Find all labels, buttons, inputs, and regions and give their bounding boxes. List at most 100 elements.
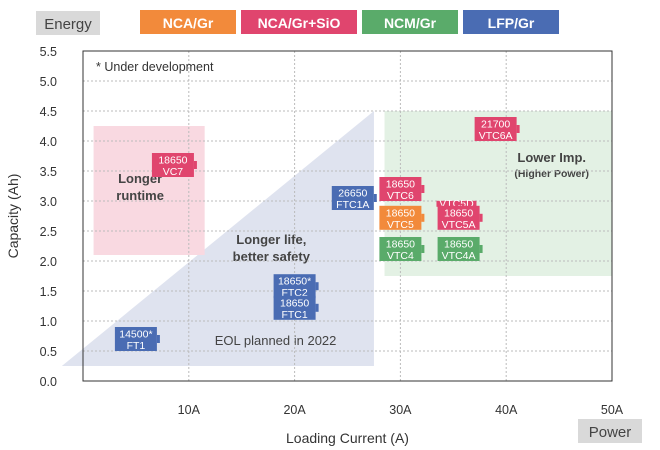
- x-tick-label: 10A: [178, 403, 201, 417]
- region-label-line-1: runtime: [116, 188, 164, 203]
- x-tick-label: 50A: [601, 403, 624, 417]
- legend: NCA/Gr NCA/Gr+SiO NCM/Gr LFP/Gr: [140, 10, 559, 34]
- cell-label: VC7: [163, 166, 184, 178]
- eol-label: EOL planned in 2022: [215, 333, 337, 348]
- cell-terminal: [373, 194, 377, 202]
- y-tick-label: 3.0: [40, 195, 57, 209]
- region-label-line-0: Longer: [118, 171, 162, 186]
- plot-frame: [82, 50, 613, 382]
- cell-body: [151, 153, 194, 177]
- cell-body: [437, 205, 480, 230]
- cell-label: VTC6: [387, 190, 414, 202]
- cell-label: 14500*: [119, 329, 152, 341]
- legend-swatch-1: [241, 10, 357, 34]
- y-tick-label: 2.0: [40, 255, 57, 269]
- region-label-line-2: Lower Imp.: [517, 150, 586, 165]
- cell-terminal: [315, 282, 319, 291]
- cell-terminal: [479, 213, 483, 222]
- cell-label: 21700: [481, 119, 510, 131]
- y-tick-label: 1.0: [40, 315, 57, 329]
- legend-swatch-2: [362, 10, 458, 34]
- under-development-note: * Under development: [96, 60, 214, 74]
- legend-swatch-0: [140, 10, 236, 34]
- cell-label: 18650: [386, 207, 415, 219]
- y-axis-label: Capacity (Ah): [5, 174, 21, 259]
- cell-label: FT1: [127, 340, 146, 352]
- cell-body: [273, 274, 316, 299]
- y-tick-label: 1.5: [40, 285, 57, 299]
- cell-label: 18650: [444, 207, 473, 219]
- cell-terminal: [421, 213, 425, 222]
- y-tick-label: 0.5: [40, 345, 57, 359]
- cell-label: FTC1: [281, 309, 307, 321]
- cell-body: [436, 200, 477, 207]
- y-tick-label: 5.0: [40, 75, 57, 89]
- cell-marker: 18650*FTC2: [273, 274, 319, 299]
- legend-swatch-3: [463, 10, 559, 34]
- y-tick-label: 0.0: [40, 375, 57, 389]
- cell-body: [331, 186, 374, 210]
- energy-label-box: [36, 11, 100, 35]
- cell-label: 18650: [386, 239, 415, 251]
- cell-terminal: [421, 245, 425, 253]
- y-tick-label: 4.0: [40, 135, 57, 149]
- cell-label: 26650: [338, 188, 367, 200]
- x-tick-label: 30A: [389, 403, 412, 417]
- energy-label: Energy: [44, 16, 92, 33]
- cell-label: 18650: [158, 155, 187, 167]
- cell-label: VTC4A: [442, 250, 476, 262]
- power-label: Power: [589, 424, 632, 441]
- cell-label: 18650*: [278, 276, 311, 288]
- cell-label: VTC5A: [442, 219, 476, 231]
- legend-entry-1: NCA/Gr+SiO: [258, 15, 341, 31]
- cell-terminal: [421, 185, 425, 193]
- cell-terminal: [479, 245, 483, 253]
- legend-entry-2: NCM/Gr: [384, 15, 437, 31]
- cell-label: 18650: [444, 239, 473, 251]
- cell-terminal: [156, 335, 160, 343]
- cell-body: [437, 237, 480, 261]
- x-tick-label: 20A: [283, 403, 306, 417]
- cell-body: [379, 237, 422, 261]
- region-longer-runtime: [93, 126, 205, 255]
- cell-label: VTC4: [387, 250, 414, 262]
- cell-body: [474, 117, 517, 141]
- cell-label: 18650: [386, 179, 415, 191]
- triangle-label-line-1: better safety: [233, 249, 311, 264]
- cell-body: [114, 327, 157, 351]
- cell-markers: 14500*FT118650VC718650*FTC218650FTC12665…: [114, 117, 520, 352]
- y-tick-label: 3.5: [40, 165, 57, 179]
- cell-terminal: [193, 161, 197, 169]
- power-label-box: [578, 419, 642, 443]
- cell-body: [379, 205, 422, 230]
- cell-body: [379, 177, 422, 201]
- cell-label: 18650: [280, 297, 309, 309]
- y-tick-label: 5.5: [40, 45, 57, 59]
- tick-labels: 10A 20A 30A 40A 50A 0.0 0.5 1.0 1.5 2.0 2.5 3.0 3.5 4…: [40, 45, 624, 417]
- x-axis-label: Loading Current (A): [286, 430, 409, 446]
- cell-body: [273, 295, 316, 320]
- x-tick-label: 40A: [495, 403, 518, 417]
- triangle-label-line-0: Longer life,: [236, 232, 306, 247]
- cell-terminal: [516, 125, 520, 133]
- region-label-line-3: (Higher Power): [514, 168, 589, 180]
- cell-label: FTC1A: [336, 199, 369, 211]
- legend-entry-0: NCA/Gr: [163, 15, 214, 31]
- cell-label: VTC6A: [479, 130, 513, 142]
- y-tick-label: 4.5: [40, 105, 57, 119]
- cell-label: VTC5: [387, 219, 414, 231]
- y-tick-label: 2.5: [40, 225, 57, 239]
- legend-entry-3: LFP/Gr: [488, 15, 535, 31]
- cell-terminal: [315, 303, 319, 312]
- cell-marker: 14500*FT1: [114, 327, 160, 352]
